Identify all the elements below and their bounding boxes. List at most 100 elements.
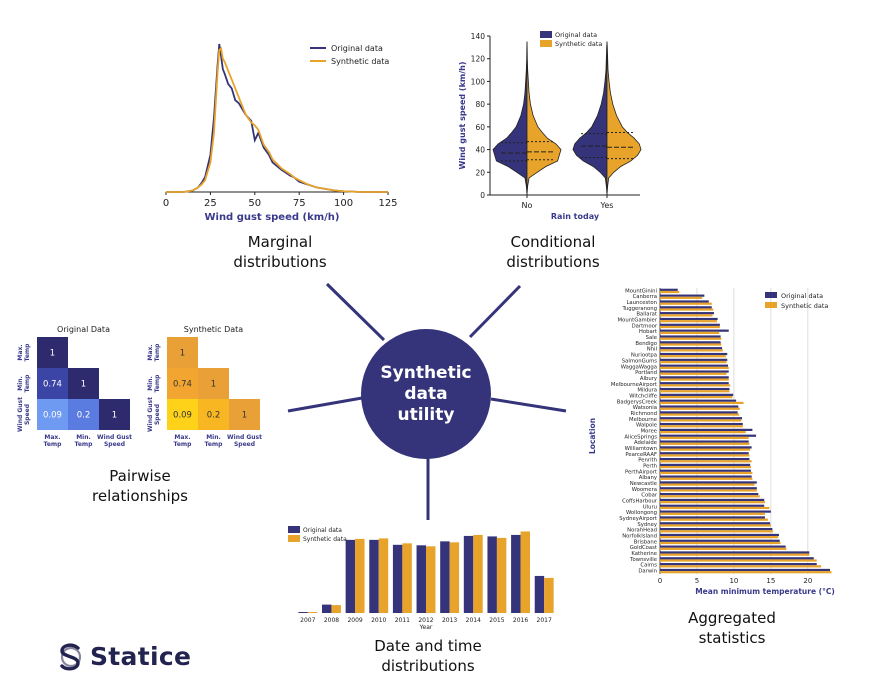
y-tick-label: Bendigo	[635, 341, 657, 347]
y-tick-label: NorfolkIsland	[622, 534, 657, 540]
x-axis-label: Wind gust speed (km/h)	[204, 212, 339, 223]
heatmap-row-label: Temp	[154, 343, 161, 362]
hbar-original-Perth	[660, 463, 751, 467]
hbar-synthetic-Penrith	[660, 460, 752, 463]
y-tick-label: Nhil	[647, 347, 657, 353]
brand-name: Statice	[90, 642, 192, 671]
hbar-synthetic-Nhil	[660, 349, 723, 352]
x-tick-label: 20	[803, 577, 812, 585]
heatmap-cell	[68, 399, 99, 430]
hbar-synthetic-Sale	[660, 337, 722, 340]
y-tick-label: PerthAirport	[625, 469, 657, 475]
heatmap-cell-label: 1	[81, 380, 86, 390]
hbar-synthetic-Williamtown	[660, 448, 751, 451]
violin-half-synthetic-yes	[606, 41, 642, 196]
hbar-original-MelbourneAirport	[660, 382, 729, 385]
heatmap-cell	[229, 399, 260, 430]
caption-aggregated: Aggregated statistics	[662, 608, 802, 648]
legend-label: Original data	[555, 31, 597, 39]
hbar-synthetic-Melbourne	[660, 419, 742, 422]
y-tick-label: Brisbane	[634, 539, 657, 545]
legend-label: Original data	[781, 292, 823, 300]
hbar-synthetic-NorfolkIsland	[660, 536, 779, 539]
y-tick-label: Newcastle	[630, 481, 657, 487]
bar-original-2010	[369, 539, 379, 613]
heatmap-cell	[99, 399, 130, 430]
heatmap-col-label: Max.	[44, 434, 60, 441]
heatmap-cell-label: 0.09	[43, 411, 62, 421]
legend-swatch	[765, 292, 777, 298]
hbar-original-Nuriootpa	[660, 352, 728, 356]
y-tick-label: Moree	[641, 428, 657, 434]
hbar-synthetic-Watsonia	[660, 407, 740, 410]
heatmap-row-label: Speed	[24, 404, 31, 425]
hbar-synthetic-Portland	[660, 372, 727, 375]
hbar-original-Mildura	[660, 387, 730, 391]
bar-synthetic-2012	[426, 546, 436, 613]
x-tick-label: 2015	[489, 617, 504, 624]
hbar-synthetic-Cobar	[660, 495, 760, 498]
y-tick-label: Canberra	[633, 294, 657, 300]
hbar-synthetic-Witchcliffe	[660, 395, 733, 399]
heatmap-cell-label: 1	[50, 349, 55, 359]
hbar-original-Nhil	[660, 347, 723, 350]
spoke-pairwise	[287, 396, 363, 413]
hbar-synthetic-Wollongong	[660, 512, 765, 515]
hbar-synthetic-Canberra	[660, 296, 703, 299]
statice-logo-icon	[60, 642, 82, 671]
hub-line-2: data	[404, 383, 448, 404]
hbar-synthetic-WaggaWagga	[660, 366, 729, 370]
y-tick-label: Nuriootpa	[631, 353, 657, 359]
legend-label: Synthetic data	[331, 57, 389, 66]
hbar-original-Witchcliffe	[660, 393, 734, 396]
y-tick-label: Walpole	[636, 423, 657, 429]
heatmap-cell-label: 1	[211, 380, 216, 390]
hbar-original-Penrith	[660, 457, 750, 461]
y-tick-label: Sydney	[637, 522, 657, 528]
hbar-synthetic-Launceston	[660, 302, 712, 305]
y-tick-label: Tuggeranong	[621, 306, 657, 312]
heatmap-cell-label: 0.09	[173, 411, 192, 421]
hbar-synthetic-MountGinini	[660, 290, 680, 294]
hbar-synthetic-Bendigo	[660, 343, 722, 346]
y-tick-label: Woomera	[632, 487, 657, 493]
caption-marginal-line-2: distributions	[233, 253, 327, 271]
y-tick-label: 0	[480, 191, 485, 200]
hbar-original-Hobart	[660, 329, 729, 332]
caption-conditional: Conditional distributions	[478, 232, 628, 272]
bar-original-2012	[416, 545, 426, 613]
heatmap-row-label: Temp	[154, 374, 161, 393]
hbar-synthetic-GoldCoast	[660, 547, 787, 550]
hbar-original-CoffsHarbour	[660, 498, 765, 502]
heatmap-row-label: Max.	[17, 344, 24, 360]
x-tick-label: 2011	[395, 617, 410, 624]
bar-synthetic-2016	[520, 531, 530, 613]
hbar-original-Dartmoor	[660, 323, 720, 326]
y-tick-label: 60	[475, 123, 485, 132]
heatmap-cell-label: 1	[242, 411, 247, 421]
legend-swatch	[540, 40, 552, 47]
hbar-synthetic-Albany	[660, 477, 753, 480]
hbar-original-Bendigo	[660, 341, 721, 344]
spoke-marginal	[325, 282, 386, 342]
legend-swatch	[540, 31, 552, 38]
y-tick-label: 20	[475, 168, 485, 177]
hbar-synthetic-Newcastle	[660, 483, 755, 486]
y-tick-label: AliceSprings	[624, 434, 657, 440]
bar-original-2011	[392, 544, 403, 613]
caption-conditional-line-1: Conditional	[510, 233, 596, 251]
heatmap-row-label: Min.	[147, 376, 154, 391]
series-line-synthetic	[166, 46, 388, 193]
heatmap-cell-label: 1	[180, 349, 185, 359]
y-tick-label: MountGambier	[618, 318, 658, 324]
y-tick-label: Penrith	[638, 458, 657, 464]
y-tick-label: Uluru	[643, 504, 657, 510]
hbar-original-Albany	[660, 475, 752, 478]
y-tick-label: MountGinini	[625, 288, 657, 294]
x-tick-label: 2014	[466, 617, 481, 624]
y-tick-label: Ballarat	[636, 312, 657, 318]
heatmap-cell	[68, 368, 99, 399]
hbar-original-MountGinini	[660, 288, 678, 291]
caption-datetime: Date and time distributions	[350, 636, 506, 676]
